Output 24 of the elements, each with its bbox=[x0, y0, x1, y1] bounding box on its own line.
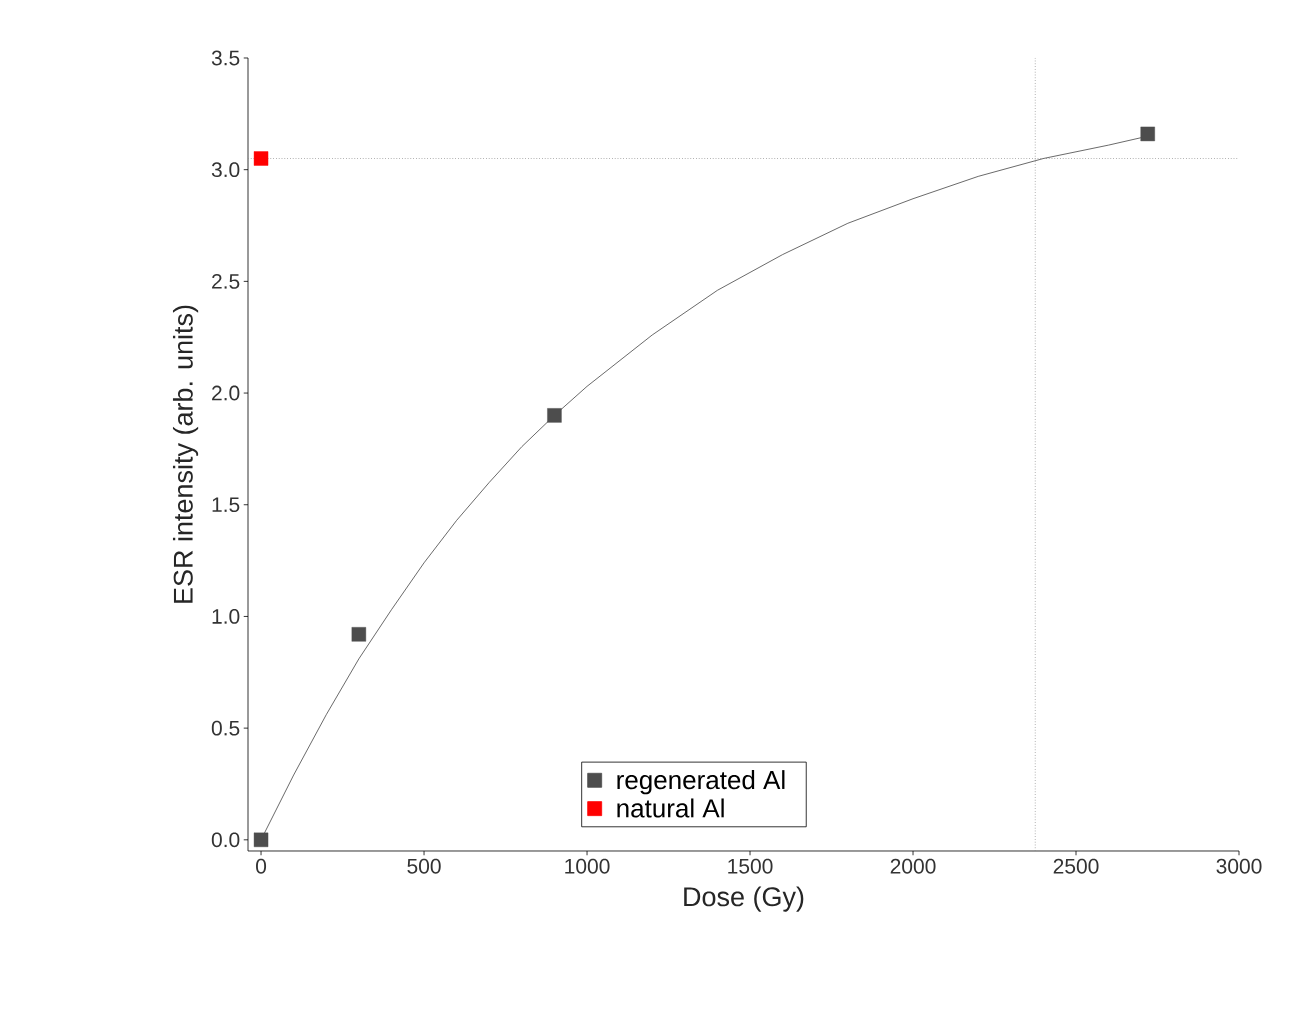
x-tick-label: 0 bbox=[256, 858, 267, 874]
x-tick-label: 3000 bbox=[1216, 858, 1262, 874]
y-tick-label: 3.5 bbox=[211, 50, 240, 66]
x-tick-label: 2000 bbox=[890, 858, 936, 874]
y-tick-label: 1.5 bbox=[212, 497, 240, 513]
y-tick-label: 2.5 bbox=[212, 273, 240, 289]
y-tick-label: 2.0 bbox=[212, 385, 240, 401]
x-tick-label: 500 bbox=[407, 858, 441, 874]
legend-label: regenerated Al bbox=[617, 770, 785, 795]
x-axis-title: Dose (Gy) bbox=[684, 886, 804, 912]
y-tick-label: 0.5 bbox=[211, 720, 240, 736]
point bbox=[351, 627, 367, 642]
legend-label: natural Al bbox=[617, 798, 724, 818]
point bbox=[547, 408, 562, 423]
y-tick-label: 1.0 bbox=[212, 609, 240, 624]
point bbox=[253, 832, 269, 848]
y-tick-label: 0.0 bbox=[211, 832, 240, 848]
y-tick-label: 3.0 bbox=[211, 162, 240, 178]
x-tick-label: 1000 bbox=[565, 858, 610, 874]
point bbox=[1140, 126, 1155, 142]
x-tick-label: 2500 bbox=[1053, 858, 1099, 874]
point bbox=[253, 151, 269, 166]
y-axis-title: ESR intensity (arb. units) bbox=[172, 305, 199, 603]
x-tick-label: 1500 bbox=[728, 858, 773, 874]
